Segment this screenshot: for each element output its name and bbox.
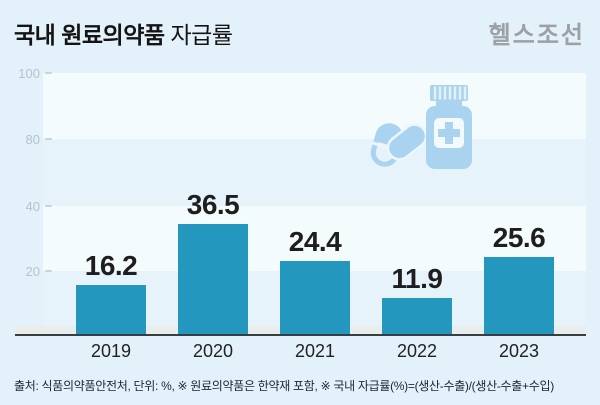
page-title-emphasis: 국내 원료의약품 [14, 22, 165, 48]
bar-2022 [382, 298, 452, 334]
plot-band [43, 73, 586, 139]
y-axis-tick: 80 [6, 131, 52, 147]
bar-value-label: 11.9 [391, 263, 443, 294]
capsule-icon [386, 123, 428, 161]
tick-mark [45, 138, 52, 140]
healthchosun-logo: 헬스조선 [488, 22, 585, 49]
y-axis-tick-label: 40 [25, 198, 40, 214]
bar-2020 [178, 224, 248, 334]
y-axis-tick: 20 [6, 263, 52, 279]
tick-mark [45, 72, 52, 74]
medical-cross-icon [438, 122, 460, 144]
y-axis-tick-label: 100 [18, 65, 40, 81]
page-title: 국내 원료의약품 자급률 [14, 16, 233, 50]
x-axis-label: 2022 [396, 341, 438, 361]
bar-2021 [280, 261, 350, 334]
y-axis-tick-label: 20 [25, 263, 40, 279]
bar-value-label: 16.2 [84, 250, 138, 281]
x-axis-label: 2019 [90, 341, 132, 361]
y-axis-tick: 40 [6, 198, 52, 214]
source-note: 출처: 식품의약품안전처, 단위: %, ※ 원료의약품은 한약재 포함, ※ … [14, 379, 554, 393]
medicine-bottle-icon [426, 85, 472, 169]
y-axis-tick: 100 [6, 65, 52, 81]
x-axis-label: 2020 [192, 341, 234, 361]
x-axis-label: 2023 [498, 341, 540, 361]
bar-value-label: 24.4 [288, 226, 342, 257]
page-title-rest: 자급률 [170, 22, 233, 48]
bar-value-label: 36.5 [186, 189, 240, 220]
bar-2023 [484, 257, 554, 334]
bar-value-label: 25.6 [492, 222, 546, 253]
x-axis-label: 2021 [294, 341, 336, 361]
y-axis-tick-label: 80 [25, 131, 40, 147]
x-axis-line [15, 334, 586, 336]
bar-2019 [76, 285, 146, 334]
tick-mark [45, 270, 52, 272]
plot-band [43, 139, 586, 206]
pills-and-medicine-bottle-icon [370, 85, 472, 169]
tick-mark [45, 205, 52, 207]
